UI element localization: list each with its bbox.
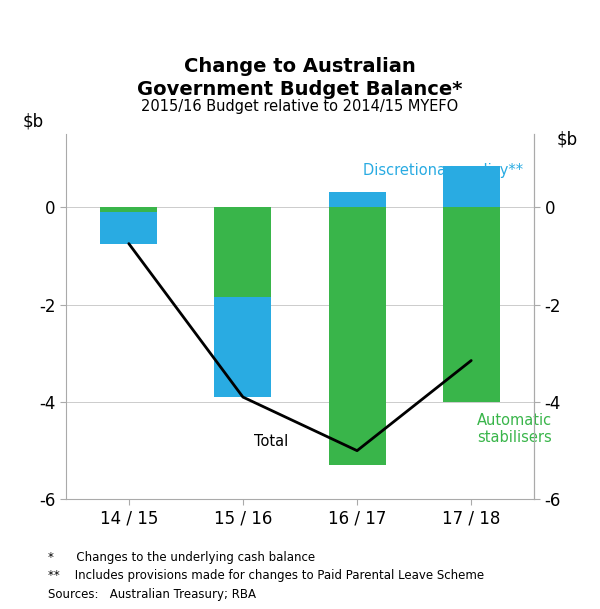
Bar <box>100 207 157 212</box>
Text: Discretionary policy**: Discretionary policy** <box>362 163 523 178</box>
Bar <box>443 166 500 207</box>
Y-axis label: $b: $b <box>556 130 577 149</box>
Bar <box>329 207 386 465</box>
Text: **    Includes provisions made for changes to Paid Parental Leave Scheme: ** Includes provisions made for changes … <box>48 569 484 582</box>
Y-axis label: $b: $b <box>23 112 44 130</box>
Text: Automatic
stabilisers: Automatic stabilisers <box>477 412 552 445</box>
Bar <box>329 192 386 207</box>
Bar <box>100 212 157 244</box>
Bar <box>443 207 500 402</box>
Text: 2015/16 Budget relative to 2014/15 MYEFO: 2015/16 Budget relative to 2014/15 MYEFO <box>142 99 458 114</box>
Text: Sources:   Australian Treasury; RBA: Sources: Australian Treasury; RBA <box>48 588 256 600</box>
Bar <box>214 207 271 297</box>
Title: Change to Australian
Government Budget Balance*: Change to Australian Government Budget B… <box>137 57 463 99</box>
Text: *      Changes to the underlying cash balance: * Changes to the underlying cash balance <box>48 551 315 564</box>
Text: Total: Total <box>254 434 289 449</box>
Bar <box>214 297 271 397</box>
